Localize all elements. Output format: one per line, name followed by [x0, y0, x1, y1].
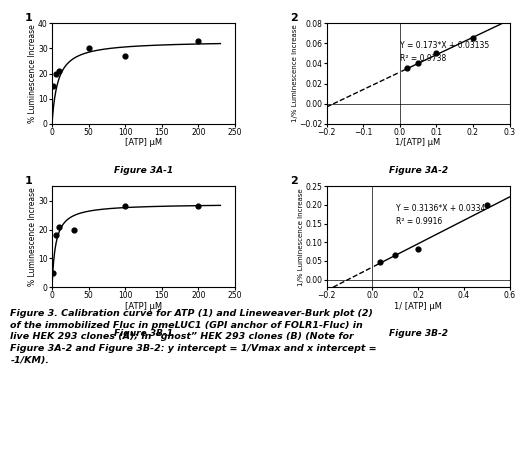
Point: [51, 70, 60, 77]
Y-axis label: % Luminescence Increase: % Luminescence Increase: [28, 24, 37, 123]
Point: [70, 226, 78, 233]
Y-axis label: 1/% Luminescence Increase: 1/% Luminescence Increase: [298, 188, 304, 286]
Text: 2: 2: [290, 176, 298, 186]
X-axis label: [ATP] μM: [ATP] μM: [125, 138, 162, 147]
Point: [55, 67, 63, 75]
Point: [432, 50, 440, 57]
Text: 1: 1: [24, 176, 32, 186]
Point: [414, 245, 422, 252]
Point: [483, 201, 491, 209]
Y-axis label: 1/% Luminescence Increase: 1/% Luminescence Increase: [292, 25, 298, 122]
Point: [121, 52, 129, 60]
Text: Figure 3B-2: Figure 3B-2: [388, 329, 448, 338]
Point: [403, 65, 411, 72]
Point: [55, 223, 63, 230]
Text: R² = 0.9738: R² = 0.9738: [400, 54, 446, 63]
X-axis label: 1/[ATP] μM: 1/[ATP] μM: [395, 138, 441, 147]
Point: [49, 269, 58, 276]
Point: [376, 258, 384, 265]
Text: Figure 3B-1: Figure 3B-1: [114, 329, 173, 338]
Point: [469, 35, 477, 42]
Point: [194, 37, 203, 44]
Text: Figure 3. Calibration curve for ATP (1) and Lineweaver-Burk plot (2)
of the immo: Figure 3. Calibration curve for ATP (1) …: [10, 309, 377, 365]
Text: Y = 0.173*X + 0.03135: Y = 0.173*X + 0.03135: [400, 41, 489, 50]
Text: Figure 3A-1: Figure 3A-1: [114, 166, 173, 175]
Text: R² = 0.9916: R² = 0.9916: [396, 217, 443, 226]
Text: Figure 3A-2: Figure 3A-2: [388, 166, 448, 175]
Point: [121, 203, 129, 210]
Text: Y = 0.3136*X + 0.0334: Y = 0.3136*X + 0.0334: [396, 204, 486, 213]
Point: [84, 44, 93, 52]
X-axis label: [ATP] μM: [ATP] μM: [125, 301, 162, 311]
Point: [391, 252, 399, 259]
Point: [194, 203, 203, 210]
X-axis label: 1/ [ATP] μM: 1/ [ATP] μM: [394, 301, 442, 311]
Point: [49, 82, 58, 90]
Y-axis label: % Luminescence Increase: % Luminescence Increase: [28, 188, 37, 286]
Point: [414, 60, 422, 67]
Text: 1: 1: [24, 13, 32, 23]
Text: 2: 2: [290, 13, 298, 23]
Point: [51, 232, 60, 239]
